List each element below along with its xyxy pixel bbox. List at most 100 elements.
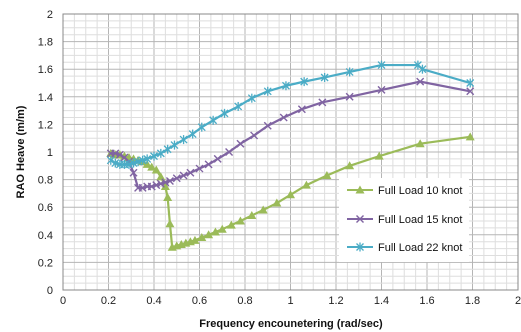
x-tick-label: 0 xyxy=(60,295,66,307)
data-point xyxy=(263,121,272,130)
data-point xyxy=(142,159,152,168)
data-point xyxy=(213,154,222,163)
legend-marker xyxy=(356,215,364,223)
data-point xyxy=(345,67,354,77)
x-tick-label: 0.8 xyxy=(237,295,252,307)
y-tick-label: 0.6 xyxy=(38,202,53,214)
x-tick-label: 1 xyxy=(287,295,293,307)
data-point xyxy=(281,81,290,91)
data-point xyxy=(217,224,227,233)
data-point xyxy=(143,154,152,164)
data-point xyxy=(111,149,120,158)
data-point xyxy=(466,78,475,88)
data-point xyxy=(250,131,259,140)
data-point xyxy=(106,155,115,165)
series-1 xyxy=(106,77,475,192)
data-point xyxy=(156,148,165,158)
data-point xyxy=(374,151,384,160)
x-tick-label: 1.4 xyxy=(374,295,389,307)
data-point xyxy=(111,158,120,168)
data-point xyxy=(190,235,200,244)
data-point xyxy=(179,171,188,180)
data-point xyxy=(322,170,332,179)
legend-label-10-knot: Full Load 10 knot xyxy=(378,185,462,197)
x-tick-label: 1.6 xyxy=(419,295,434,307)
y-tick-label: 1 xyxy=(47,147,53,159)
data-point xyxy=(345,92,354,101)
data-point xyxy=(156,179,165,188)
data-point xyxy=(125,159,133,169)
data-point xyxy=(161,178,170,187)
y-tick-label: 1.8 xyxy=(38,37,53,49)
y-tick-label: 1.2 xyxy=(38,119,53,131)
data-point xyxy=(129,158,138,168)
data-point xyxy=(115,150,124,159)
data-point xyxy=(377,60,386,70)
legend: Full Load 10 knot Full Load 15 knot Full… xyxy=(339,178,469,262)
y-tick-label: 0.4 xyxy=(38,230,53,242)
series-layer xyxy=(106,60,475,251)
data-point xyxy=(345,161,355,170)
data-point xyxy=(163,144,172,154)
plot-area-frame xyxy=(62,13,519,291)
data-point xyxy=(286,190,295,199)
data-point xyxy=(156,172,166,181)
legend-item-22-knot: Full Load 22 knot xyxy=(347,242,462,254)
x-tick-label: 1.2 xyxy=(328,295,343,307)
x-tick-label: 1.8 xyxy=(465,295,480,307)
legend-marker xyxy=(356,242,364,252)
data-point xyxy=(165,176,174,185)
data-point xyxy=(220,108,229,118)
data-point xyxy=(236,139,245,148)
legend-label-15-knot: Full Load 15 knot xyxy=(378,214,462,226)
data-point xyxy=(170,140,179,150)
x-tick-label: 0.2 xyxy=(101,295,116,307)
data-point xyxy=(466,87,475,96)
data-point xyxy=(188,129,197,139)
data-point xyxy=(204,230,214,239)
data-point xyxy=(147,162,157,171)
data-point xyxy=(195,164,204,173)
data-point xyxy=(160,182,170,190)
data-point xyxy=(165,219,175,228)
data-point xyxy=(263,86,272,96)
data-point xyxy=(235,216,245,225)
data-point xyxy=(210,227,220,236)
y-tick-label: 0.2 xyxy=(38,257,53,269)
y-tick-label: 1.4 xyxy=(38,92,53,104)
data-point xyxy=(129,168,138,177)
data-point xyxy=(197,233,207,242)
data-point xyxy=(465,132,475,141)
data-point xyxy=(197,122,206,132)
data-point xyxy=(234,101,243,111)
data-point xyxy=(179,135,188,145)
data-point xyxy=(300,77,309,87)
data-point xyxy=(225,148,234,156)
data-point xyxy=(150,151,158,161)
data-point xyxy=(272,198,282,207)
data-point xyxy=(134,157,143,167)
data-point xyxy=(226,220,236,229)
y-axis-title: RAO Heave (m/m) xyxy=(15,105,27,198)
data-point xyxy=(416,77,425,86)
data-point xyxy=(209,115,218,125)
series-2 xyxy=(106,60,475,169)
data-point xyxy=(258,205,268,214)
data-point xyxy=(138,183,147,192)
data-point xyxy=(247,93,256,103)
legend-item-15-knot: Full Load 15 knot xyxy=(347,214,462,226)
data-point xyxy=(163,193,173,202)
data-point xyxy=(186,168,195,177)
y-tick-label: 2 xyxy=(47,9,53,21)
legend-label-22-knot: Full Load 22 knot xyxy=(378,242,462,254)
data-point xyxy=(172,174,181,183)
legend-marker xyxy=(355,185,365,194)
legend-item-10-knot: Full Load 10 knot xyxy=(347,185,462,197)
data-point xyxy=(320,72,329,82)
data-point xyxy=(151,165,161,174)
x-axis-title: Frequency encounetering (rad/sec) xyxy=(199,318,383,330)
data-point xyxy=(279,113,288,122)
data-point xyxy=(204,160,213,169)
y-tick-label: 1.6 xyxy=(38,64,53,76)
